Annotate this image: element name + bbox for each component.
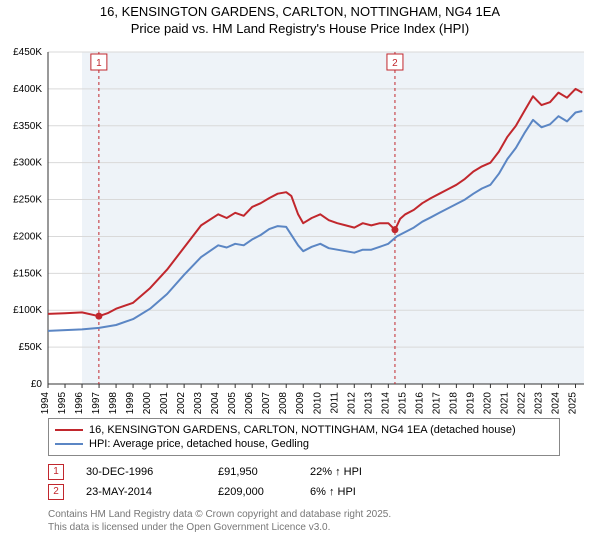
sales-row: 1 30-DEC-1996 £91,950 22% ↑ HPI <box>48 462 400 482</box>
svg-text:1994: 1994 <box>40 392 51 415</box>
svg-text:£400K: £400K <box>13 84 42 95</box>
svg-text:2000: 2000 <box>142 392 153 415</box>
svg-text:1995: 1995 <box>57 392 68 415</box>
svg-text:£250K: £250K <box>13 195 42 206</box>
title-subtitle: Price paid vs. HM Land Registry's House … <box>0 21 600 38</box>
legend-label: 16, KENSINGTON GARDENS, CARLTON, NOTTING… <box>89 424 516 436</box>
svg-text:£450K: £450K <box>13 47 42 58</box>
footer-line: Contains HM Land Registry data © Crown c… <box>48 508 391 521</box>
svg-text:2014: 2014 <box>380 392 391 415</box>
sale-marker: 2 <box>48 484 64 500</box>
sale-price: £209,000 <box>218 486 288 498</box>
title-address: 16, KENSINGTON GARDENS, CARLTON, NOTTING… <box>0 4 600 21</box>
sale-date: 23-MAY-2014 <box>86 486 196 498</box>
sales-table: 1 30-DEC-1996 £91,950 22% ↑ HPI 2 23-MAY… <box>48 462 400 502</box>
svg-text:2025: 2025 <box>567 392 578 415</box>
svg-text:2: 2 <box>392 58 398 69</box>
svg-text:2017: 2017 <box>431 392 442 415</box>
sales-row: 2 23-MAY-2014 £209,000 6% ↑ HPI <box>48 482 400 502</box>
svg-text:1998: 1998 <box>108 392 119 415</box>
svg-text:2015: 2015 <box>397 392 408 415</box>
svg-text:2010: 2010 <box>312 392 323 415</box>
svg-text:2016: 2016 <box>414 392 425 415</box>
svg-text:2018: 2018 <box>448 392 459 415</box>
svg-text:2007: 2007 <box>261 392 272 415</box>
sale-delta: 6% ↑ HPI <box>310 486 400 498</box>
footer-line: This data is licensed under the Open Gov… <box>48 521 391 534</box>
legend-swatch <box>55 429 83 431</box>
svg-text:£300K: £300K <box>13 158 42 169</box>
svg-text:2023: 2023 <box>533 392 544 415</box>
svg-text:2013: 2013 <box>363 392 374 415</box>
legend: 16, KENSINGTON GARDENS, CARLTON, NOTTING… <box>48 418 560 456</box>
legend-swatch <box>55 443 83 445</box>
footer: Contains HM Land Registry data © Crown c… <box>48 508 391 534</box>
svg-text:2020: 2020 <box>482 392 493 415</box>
svg-text:2002: 2002 <box>176 392 187 415</box>
svg-text:1996: 1996 <box>74 392 85 415</box>
svg-text:£350K: £350K <box>13 121 42 132</box>
chart-container: 16, KENSINGTON GARDENS, CARLTON, NOTTING… <box>0 0 600 560</box>
svg-text:2021: 2021 <box>499 392 510 415</box>
svg-text:£50K: £50K <box>19 342 43 353</box>
svg-text:2022: 2022 <box>516 392 527 415</box>
svg-text:£150K: £150K <box>13 268 42 279</box>
sale-price: £91,950 <box>218 466 288 478</box>
svg-text:£0: £0 <box>31 379 43 390</box>
svg-text:2003: 2003 <box>193 392 204 415</box>
svg-text:1999: 1999 <box>125 392 136 415</box>
svg-text:1997: 1997 <box>91 392 102 415</box>
svg-text:2009: 2009 <box>295 392 306 415</box>
legend-label: HPI: Average price, detached house, Gedl… <box>89 438 309 450</box>
sale-marker: 1 <box>48 464 64 480</box>
legend-item: 16, KENSINGTON GARDENS, CARLTON, NOTTING… <box>55 423 553 437</box>
svg-text:2006: 2006 <box>244 392 255 415</box>
svg-text:2001: 2001 <box>159 392 170 415</box>
svg-text:2008: 2008 <box>278 392 289 415</box>
sale-delta: 22% ↑ HPI <box>310 466 400 478</box>
svg-text:2004: 2004 <box>210 392 221 415</box>
legend-item: HPI: Average price, detached house, Gedl… <box>55 437 553 451</box>
svg-text:£100K: £100K <box>13 305 42 316</box>
svg-text:£200K: £200K <box>13 231 42 242</box>
svg-text:2024: 2024 <box>550 392 561 415</box>
svg-text:2012: 2012 <box>346 392 357 415</box>
svg-text:2019: 2019 <box>465 392 476 415</box>
sale-date: 30-DEC-1996 <box>86 466 196 478</box>
line-chart: £0£50K£100K£150K£200K£250K£300K£350K£400… <box>48 48 588 408</box>
svg-text:2011: 2011 <box>329 392 340 414</box>
svg-text:2005: 2005 <box>227 392 238 415</box>
title-block: 16, KENSINGTON GARDENS, CARLTON, NOTTING… <box>0 0 600 38</box>
svg-text:1: 1 <box>96 58 102 69</box>
